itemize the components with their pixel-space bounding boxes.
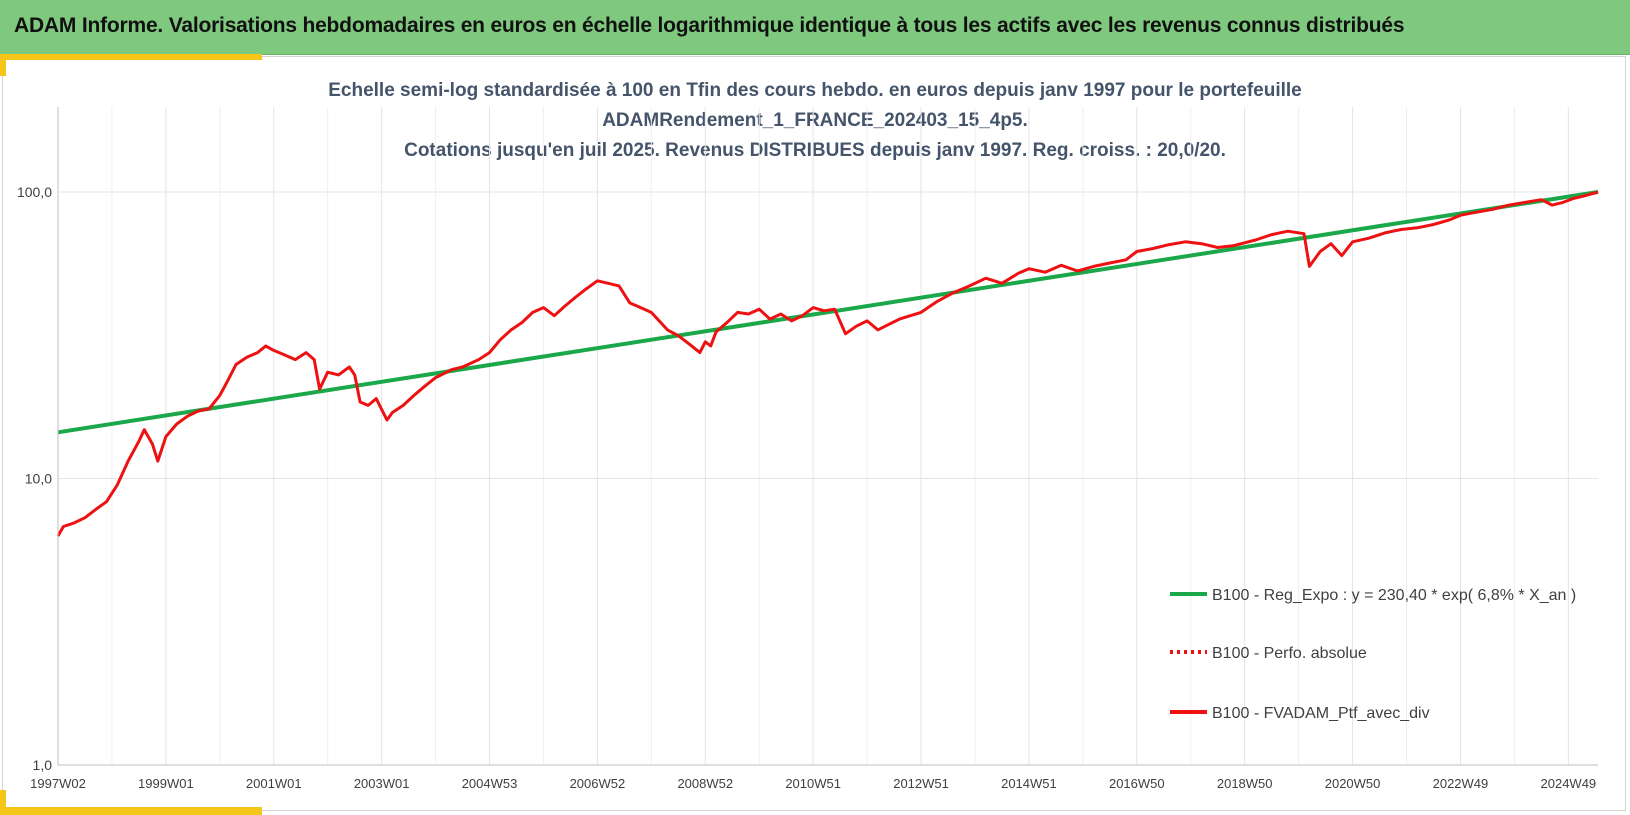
x-tick-label: 2012W51: [893, 776, 949, 791]
x-tick-label: 2001W01: [246, 776, 302, 791]
x-tick-label: 2014W51: [1001, 776, 1057, 791]
y-tick-label: 10,0: [25, 471, 52, 487]
x-tick-label: 1997W02: [30, 776, 86, 791]
x-tick-label: 2003W01: [354, 776, 410, 791]
chart-title-line-1: Echelle semi-log standardisée à 100 en T…: [328, 80, 1302, 101]
x-tick-label: 2008W52: [677, 776, 733, 791]
x-tick-label: 2006W52: [570, 776, 626, 791]
grid-layer: [57, 107, 1598, 766]
x-tick-label: 2020W50: [1325, 776, 1381, 791]
x-tick-label: 2004W53: [462, 776, 518, 791]
legend-label: B100 - Perfo. absolue: [1212, 645, 1367, 662]
legend-label: B100 - FVADAM_Ptf_avec_div: [1212, 705, 1430, 722]
axis-layer: 1997W02 1999W01 2001W01 2003W01 2004W53 2006W…: [17, 107, 1598, 791]
legend-layer: B100 - Reg_Expo : y = 230,40 * exp( 6,8%…: [1170, 587, 1576, 722]
page-title: ADAM Informe. Valorisations hebdomadaire…: [14, 14, 1405, 37]
accent-bar-left: [0, 54, 6, 76]
y-tick-label: 100,0: [17, 184, 52, 200]
y-tick-label: 1,0: [33, 757, 53, 773]
chart-title-line-3: Cotations jusqu'en juil 2025. Revenus DI…: [404, 140, 1226, 161]
regression-line: [57, 190, 1599, 435]
series-layer: [56, 190, 1599, 537]
header-bar: ADAM Informe. Valorisations hebdomadaire…: [0, 0, 1630, 55]
accent-bar-bottom: [0, 807, 262, 815]
accent-bar-top: [0, 54, 262, 60]
x-tick-label: 1999W01: [138, 776, 194, 791]
accent-bar-bottom-left: [0, 790, 6, 815]
x-tick-label: 2022W49: [1433, 776, 1489, 791]
x-tick-label: 2010W51: [785, 776, 841, 791]
portfolio-line: [56, 190, 1599, 537]
x-tick-label: 2018W50: [1217, 776, 1273, 791]
legend-label: B100 - Reg_Expo : y = 230,40 * exp( 6,8%…: [1212, 587, 1576, 604]
x-tick-label: 2016W50: [1109, 776, 1165, 791]
chart-frame: [2, 56, 1626, 811]
x-tick-label: 2024W49: [1541, 776, 1597, 791]
